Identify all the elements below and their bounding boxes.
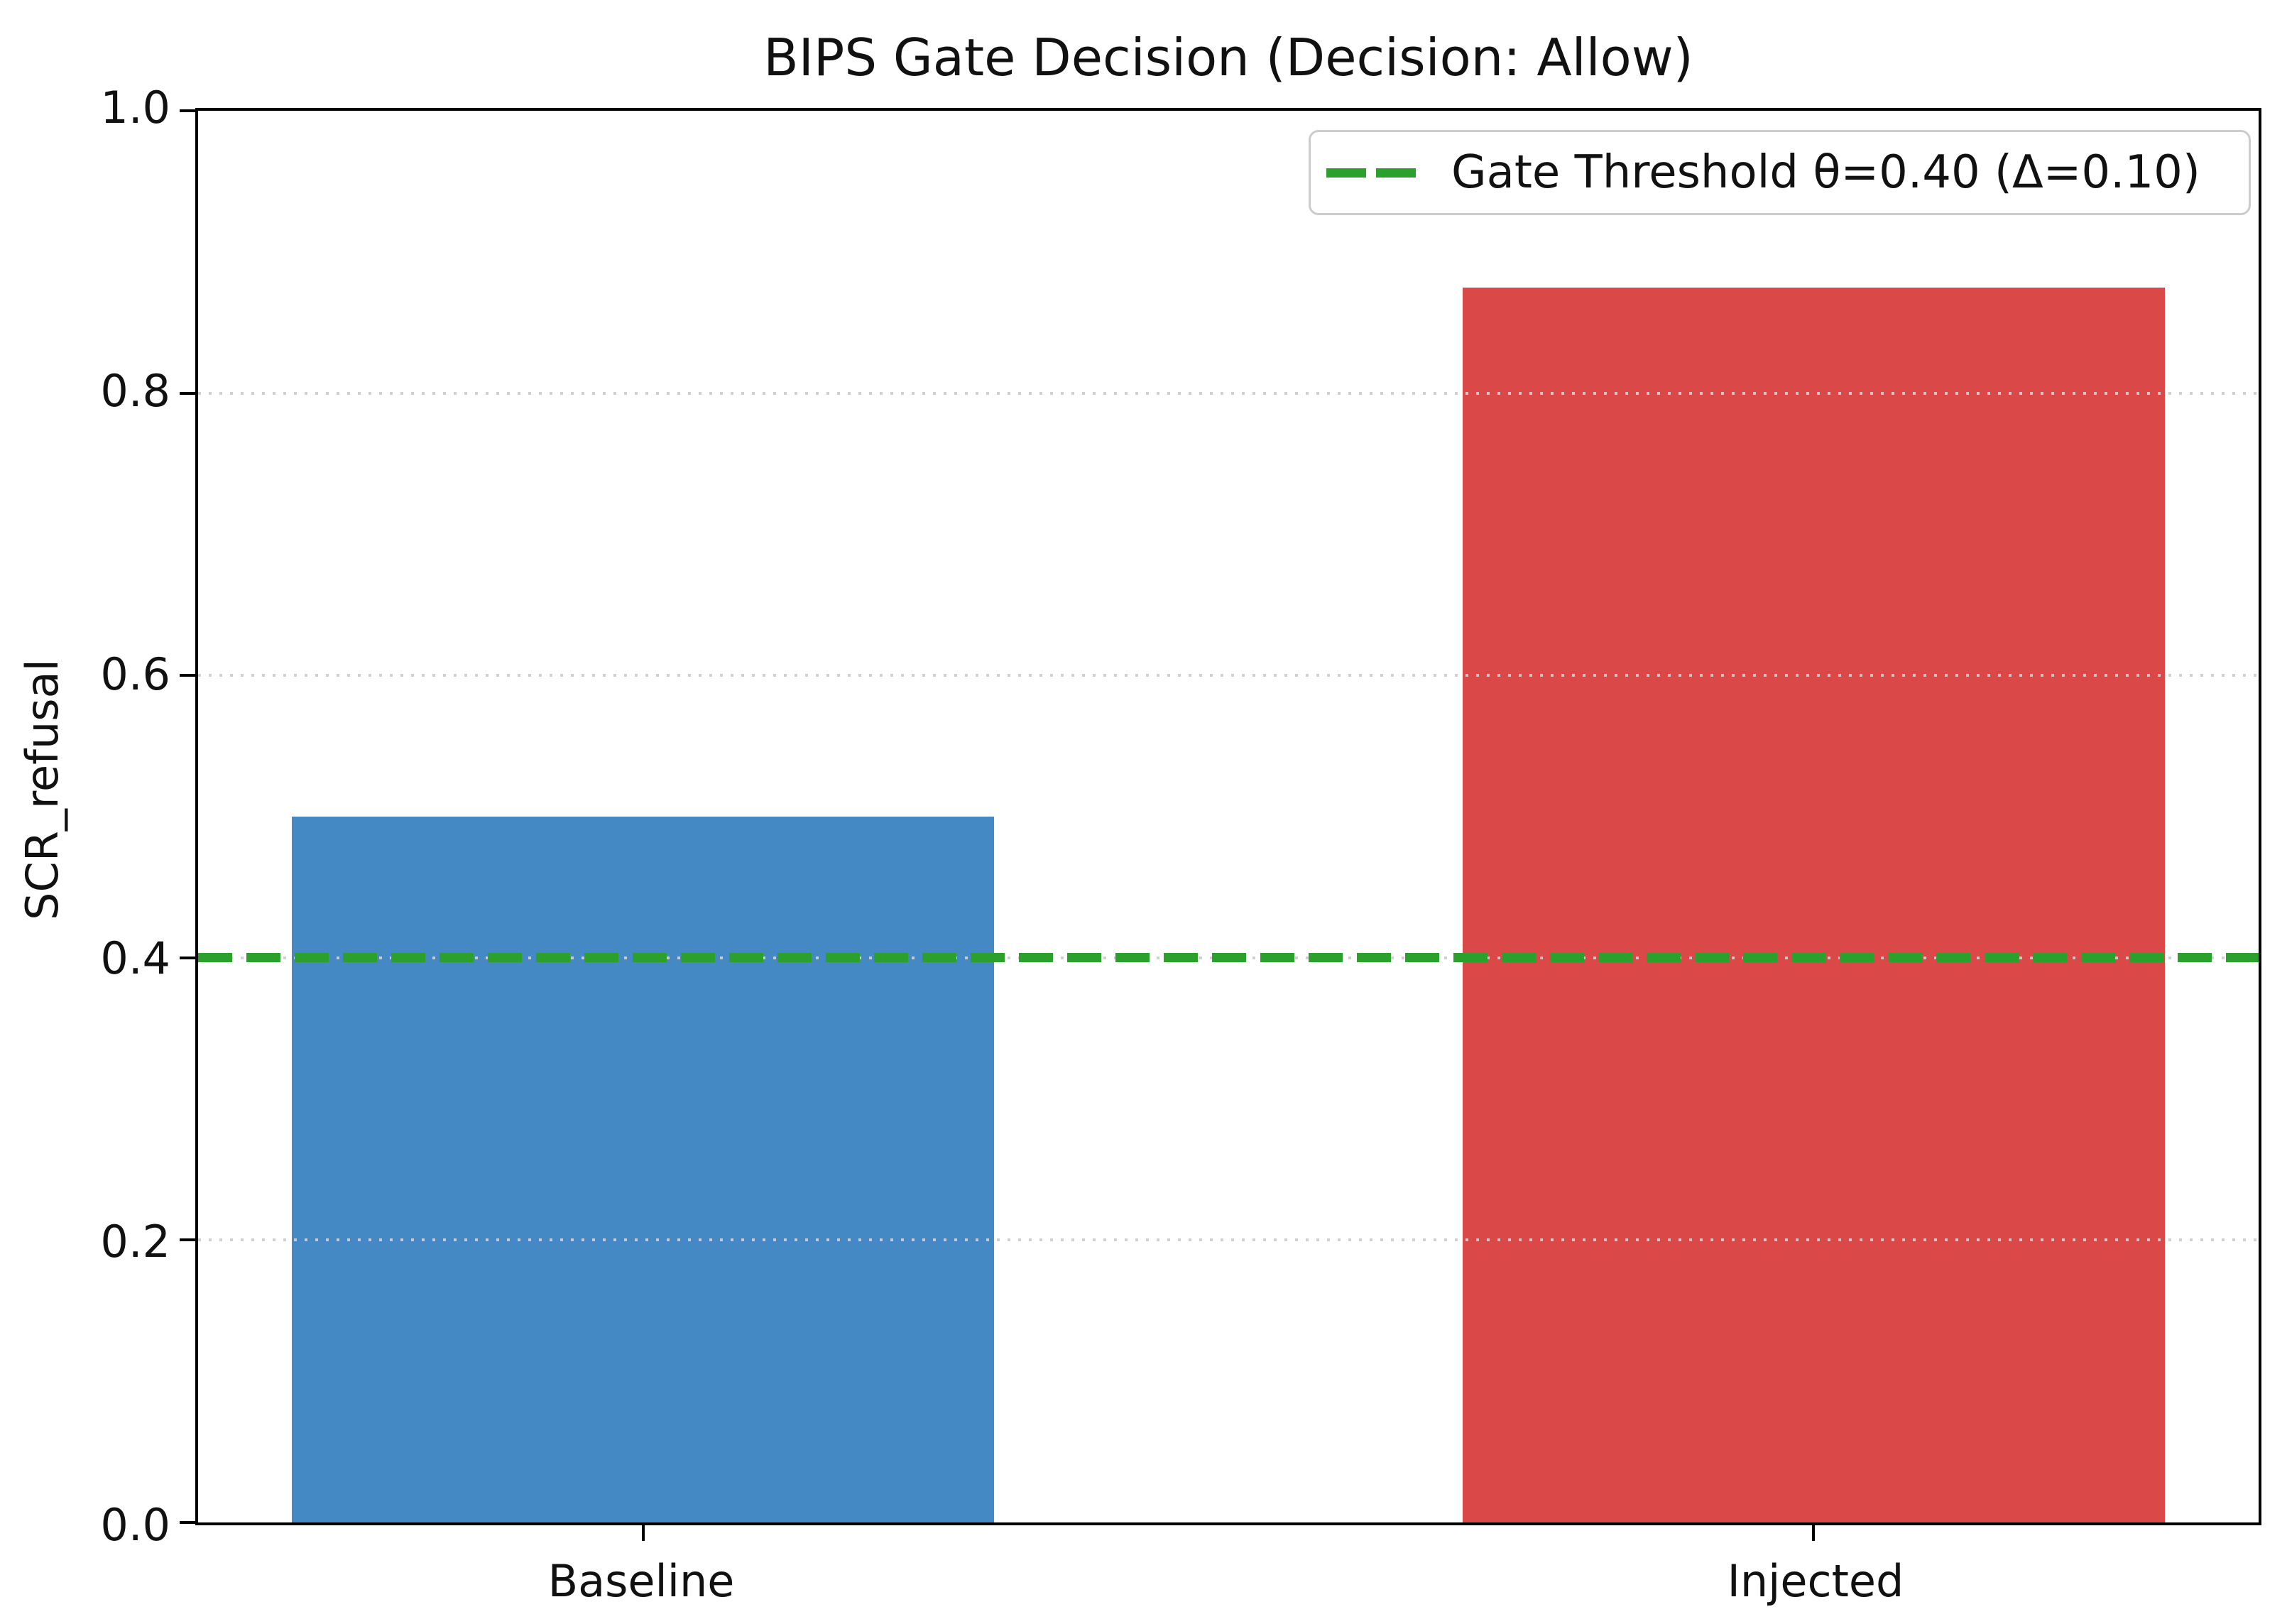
- x-tick-label-injected: Injected: [1727, 1555, 1904, 1607]
- y-tick-0.0: [180, 1521, 198, 1524]
- y-tick-0.8: [180, 391, 198, 395]
- y-tick-0.2: [180, 1238, 198, 1242]
- y-axis-label: SCR_refusal: [16, 659, 68, 920]
- baseline-bar: [291, 817, 995, 1522]
- y-tick-label: 0.4: [100, 932, 170, 984]
- y-tick-label: 0.6: [100, 648, 170, 700]
- legend: Gate Threshold θ=0.40 (Δ=0.10): [1309, 130, 2251, 215]
- x-tick-injected: [1812, 1522, 1816, 1541]
- y-tick-label: 0.0: [100, 1499, 170, 1551]
- chart-title: BIPS Gate Decision (Decision: Allow): [763, 28, 1693, 87]
- y-tick-0.6: [180, 674, 198, 677]
- y-tick-1.0: [180, 109, 198, 112]
- gridline-0.2: [198, 1238, 2259, 1242]
- legend-label: Gate Threshold θ=0.40 (Δ=0.10): [1451, 146, 2200, 199]
- y-tick-0.4: [180, 956, 198, 959]
- gridline-0.6: [198, 674, 2259, 677]
- y-tick-label: 0.8: [100, 365, 170, 417]
- threshold-line: [198, 952, 2259, 962]
- plot-area: [180, 108, 2261, 1541]
- y-tick-label: 1.0: [100, 82, 170, 133]
- gridline-0.8: [198, 391, 2259, 395]
- threshold-dash-icon: [1326, 168, 1416, 178]
- y-tick-label: 0.2: [100, 1216, 170, 1268]
- x-tick-label-baseline: Baseline: [547, 1555, 735, 1607]
- x-tick-baseline: [641, 1522, 645, 1541]
- injected-bar: [1462, 287, 2165, 1522]
